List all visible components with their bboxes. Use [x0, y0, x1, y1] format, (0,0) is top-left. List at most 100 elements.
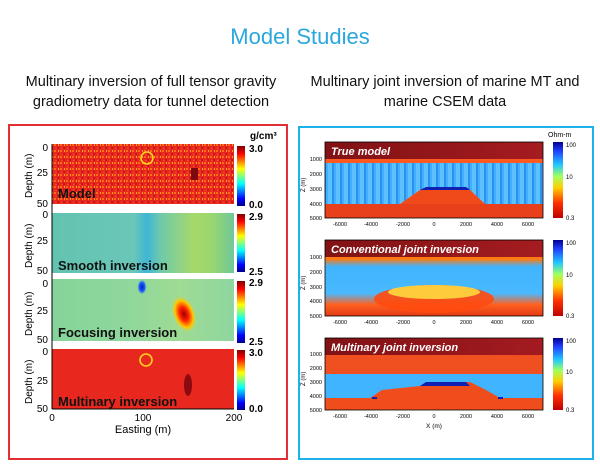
- z-tick: 2000: [310, 270, 322, 276]
- panel-label-true-model: True model: [331, 146, 391, 158]
- z-tick: 4000: [310, 394, 322, 400]
- y-tick-50: 50: [37, 199, 49, 210]
- x-tick: 6000: [522, 414, 534, 420]
- z-label: Z (m): [301, 372, 307, 386]
- depth-label: Depth (m): [24, 292, 35, 336]
- anomaly-block: [191, 168, 198, 180]
- recovered-anomaly: [184, 374, 192, 396]
- y-tick-25: 25: [37, 306, 49, 317]
- z-label: Z (m): [301, 276, 307, 290]
- easting-label: Easting (m): [115, 424, 171, 436]
- x-tick: 4000: [491, 414, 503, 420]
- cb-max-smooth: 2.9: [249, 212, 263, 223]
- colorbar-multinary: [553, 338, 563, 410]
- y-tick-25: 25: [37, 168, 49, 179]
- z-tick: 1000: [310, 157, 322, 163]
- y-tick-0: 0: [42, 210, 48, 221]
- panel-label-multinary-joint: Multinary joint inversion: [331, 342, 458, 354]
- conventional-panel: Conventional joint inversion: [325, 240, 543, 316]
- z-tick: 5000: [310, 314, 322, 320]
- x-tick: -6000: [333, 414, 347, 420]
- z-tick: 3000: [310, 380, 322, 386]
- cb-max-model: 3.0: [249, 144, 263, 155]
- cb-tick-100: 100: [566, 143, 577, 149]
- z-tick: 4000: [310, 202, 322, 208]
- z-tick: 1000: [310, 352, 322, 358]
- z-tick: 2000: [310, 172, 322, 178]
- x-tick: -6000: [333, 320, 347, 326]
- z-tick: 3000: [310, 187, 322, 193]
- cb-tick-100: 100: [566, 241, 577, 247]
- y-tick-50: 50: [37, 404, 49, 415]
- y-tick-25: 25: [37, 376, 49, 387]
- colorbar-model: [237, 146, 245, 206]
- x-tick: -2000: [396, 222, 410, 228]
- x-tick: -6000: [333, 222, 347, 228]
- cb-min-multinary: 0.0: [249, 404, 263, 415]
- true-model-panel: True model: [325, 142, 543, 218]
- colorbar-smooth: [237, 214, 245, 272]
- cb-tick-10: 10: [566, 273, 573, 279]
- gravity-figure-frame: [8, 124, 288, 460]
- colorbar-conventional: [553, 240, 563, 316]
- x-tick: -2000: [396, 320, 410, 326]
- x-tick: -4000: [364, 222, 378, 228]
- colorbar-focusing: [237, 281, 245, 343]
- z-tick: 3000: [310, 285, 322, 291]
- z-tick: 4000: [310, 299, 322, 305]
- panel-label-model: Model: [58, 186, 96, 201]
- resistivity-unit: Ohm-m: [548, 132, 572, 139]
- multinary-panel: Multinary inversion: [52, 349, 234, 409]
- cb-tick-03: 0.3: [566, 216, 575, 222]
- panel-label-focusing: Focusing inversion: [58, 325, 177, 340]
- cb-min-smooth: 2.5: [249, 267, 263, 278]
- x-tick-100: 100: [135, 413, 152, 424]
- panel-label-multinary: Multinary inversion: [58, 394, 177, 409]
- cb-tick-10: 10: [566, 175, 573, 181]
- focusing-panel: Focusing inversion: [52, 279, 234, 341]
- left-colorbars: [237, 146, 245, 410]
- right-colorbars: [553, 142, 563, 410]
- model-panel: Model: [52, 144, 234, 204]
- z-tick: 5000: [310, 408, 322, 414]
- x-tick: 6000: [522, 320, 534, 326]
- cb-tick-10: 10: [566, 370, 573, 376]
- z-tick: 2000: [310, 366, 322, 372]
- panel-label-conventional: Conventional joint inversion: [331, 244, 479, 256]
- cb-min-focusing: 2.5: [249, 337, 263, 348]
- x-tick: -4000: [364, 414, 378, 420]
- density-unit: g/cm³: [250, 131, 277, 142]
- x-tick: 6000: [522, 222, 534, 228]
- x-tick: -2000: [396, 414, 410, 420]
- depth-label: Depth (m): [24, 154, 35, 198]
- left-y-axis: [51, 144, 234, 410]
- cb-tick-03: 0.3: [566, 314, 575, 320]
- x-tick: 0: [432, 320, 435, 326]
- colorbar-multinary: [237, 350, 245, 410]
- x-tick: -4000: [364, 320, 378, 326]
- x-tick: 4000: [491, 320, 503, 326]
- marine-figure-frame: [298, 126, 594, 460]
- depth-label: Depth (m): [24, 224, 35, 268]
- left-caption: Multinary inversion of full tensor gravi…: [25, 74, 277, 110]
- cb-tick-03: 0.3: [566, 408, 575, 414]
- cb-tick-100: 100: [566, 339, 577, 345]
- y-tick-0: 0: [42, 347, 48, 358]
- y-tick-50: 50: [37, 335, 49, 346]
- z-tick: 5000: [310, 216, 322, 222]
- x-tick: 0: [432, 222, 435, 228]
- colorbar-true: [553, 142, 563, 218]
- tunnel-marker-circle: [140, 151, 154, 165]
- y-tick-25: 25: [37, 236, 49, 247]
- x-label: X (m): [426, 423, 442, 430]
- cb-max-focusing: 2.9: [249, 278, 263, 289]
- panel-label-smooth: Smooth inversion: [58, 258, 168, 273]
- x-tick: 4000: [491, 222, 503, 228]
- tunnel-marker-circle-2: [139, 353, 153, 367]
- x-tick: 2000: [460, 414, 472, 420]
- cb-max-multinary: 3.0: [249, 348, 263, 359]
- y-tick-0: 0: [42, 279, 48, 290]
- smooth-panel: Smooth inversion: [52, 213, 234, 273]
- y-tick-50: 50: [37, 266, 49, 277]
